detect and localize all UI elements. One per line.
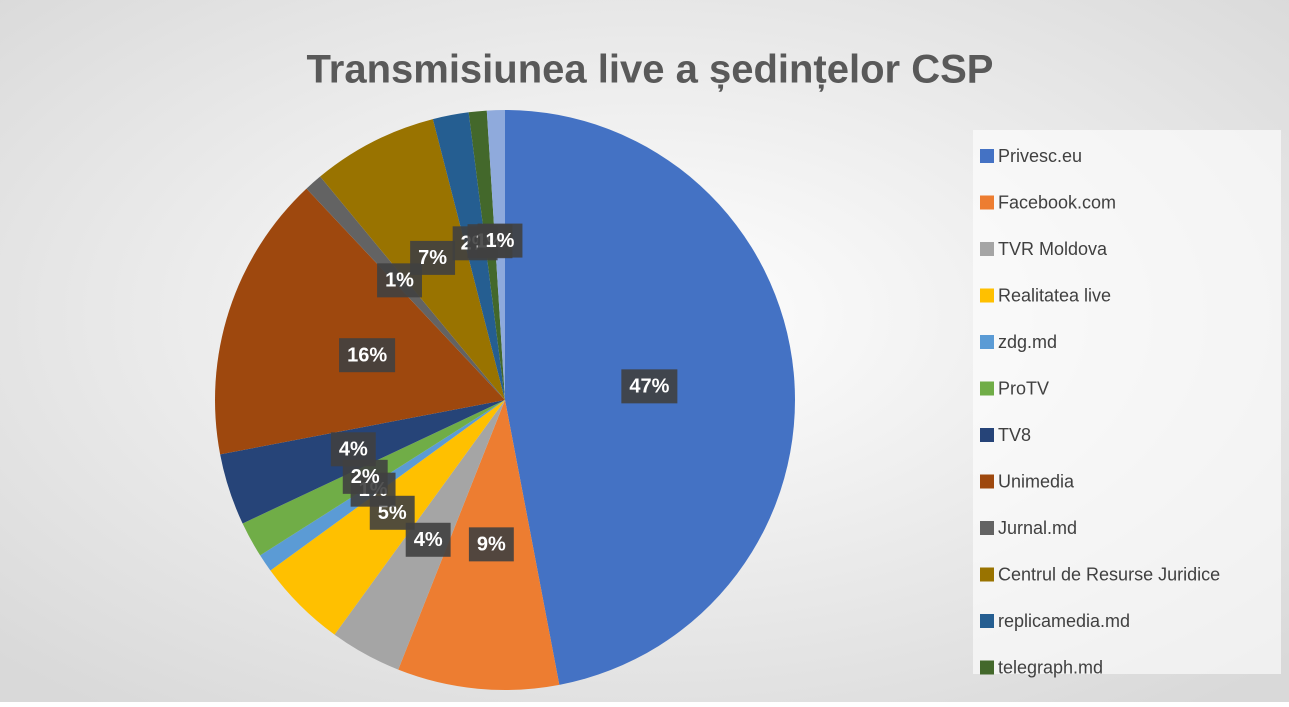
legend-swatch	[980, 335, 994, 349]
data-label-box	[339, 338, 396, 373]
legend-swatch	[980, 242, 994, 256]
legend-swatch	[980, 428, 994, 442]
legend-swatch	[980, 288, 994, 303]
data-label-box	[330, 432, 376, 467]
data-label: 2%	[351, 466, 380, 488]
data-label-box	[477, 223, 523, 258]
data-label-box	[468, 527, 514, 562]
pie-slice	[215, 188, 505, 455]
legend-label: zdg.md	[998, 332, 1057, 352]
legend-swatch	[980, 567, 994, 582]
legend-label: Privesc.eu	[998, 146, 1082, 166]
data-label: 4%	[414, 529, 443, 551]
legend-swatch	[980, 660, 994, 675]
legend-swatch	[980, 195, 994, 210]
legend-swatch	[980, 381, 994, 396]
legend-label: Unimedia	[998, 471, 1075, 491]
legend-label: replicamedia.md	[998, 611, 1130, 631]
legend-label: TV8	[998, 425, 1031, 445]
legend-label: Facebook.com	[998, 192, 1116, 212]
data-label-box	[410, 240, 456, 275]
data-label: 4%	[339, 439, 368, 461]
legend-swatch	[980, 614, 994, 628]
chart-title: Transmisiunea live a ședințelor CSP	[307, 48, 994, 92]
legend-swatch	[980, 474, 994, 489]
legend-label: TVR Moldova	[998, 239, 1108, 259]
legend-label: telegraph.md	[998, 657, 1103, 677]
data-label: 7%	[418, 247, 447, 269]
data-label: 1%	[385, 270, 414, 292]
data-label: 1%	[486, 230, 515, 252]
legend-box	[973, 130, 1281, 674]
legend-label: Centrul de Resurse Juridice	[998, 564, 1220, 584]
legend-swatch	[980, 521, 994, 535]
data-label: 47%	[629, 376, 669, 398]
data-label: 16%	[347, 344, 387, 366]
data-label: 9%	[477, 534, 506, 556]
data-label-box	[621, 369, 678, 404]
legend-swatch	[980, 149, 994, 163]
legend-label: ProTV	[998, 378, 1049, 398]
legend-label: Realitatea live	[998, 285, 1111, 305]
data-label: 5%	[378, 502, 407, 524]
legend-label: Jurnal.md	[998, 518, 1077, 538]
